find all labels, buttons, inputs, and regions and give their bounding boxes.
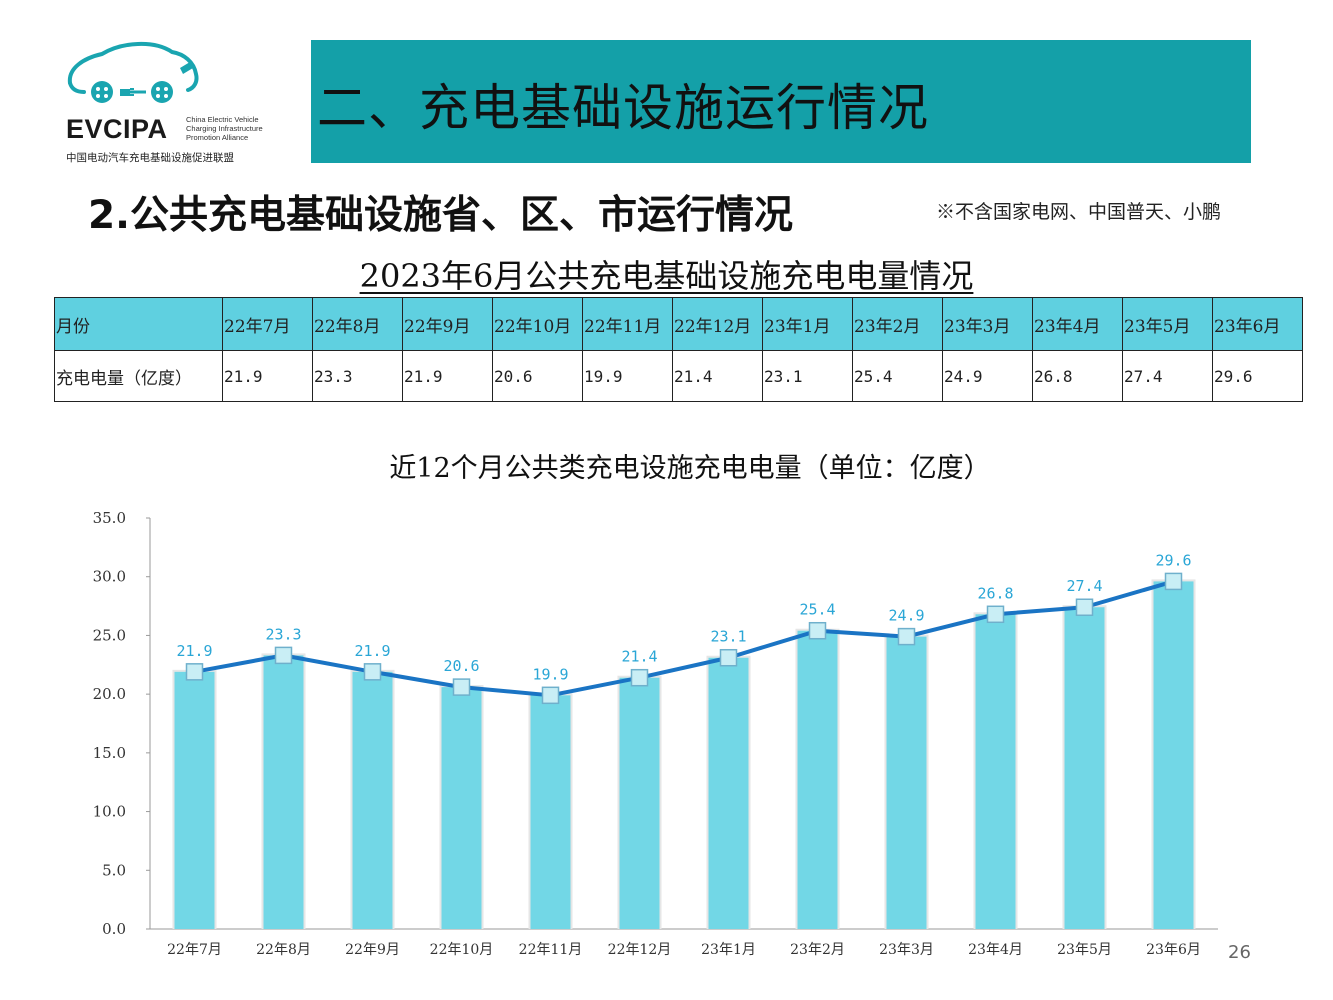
line-marker: [452, 678, 471, 696]
line-marker: [986, 605, 1005, 624]
x-tick-label: 22年8月: [256, 942, 311, 958]
logo-english: China Electric Vehicle Charging Infrastr…: [186, 115, 263, 142]
line-marker: [541, 686, 560, 705]
evcipa-logo: EVCIPA China Electric Vehicle Charging I…: [62, 38, 272, 168]
x-tick-label: 22年9月: [345, 942, 400, 958]
bar: [352, 671, 393, 929]
x-tick-label: 22年12月: [608, 942, 672, 958]
line-marker: [897, 627, 916, 646]
table-header-cell: 22年9月: [402, 297, 493, 351]
data-label: 23.1: [710, 628, 746, 646]
table-header-cell: 23年2月: [852, 297, 943, 351]
table-title: 2023年6月公共充电基础设施充电电量情况: [359, 257, 974, 295]
bar: [797, 630, 838, 929]
table-header-cell: 23年6月: [1212, 297, 1303, 351]
x-tick-label: 23年4月: [968, 942, 1023, 958]
table-header-cell: 22年7月: [222, 297, 313, 351]
bar: [530, 695, 571, 929]
table-header-cell: 23年4月: [1032, 297, 1123, 351]
chart-title: 近12个月公共类充电设施充电电量（单位：亿度）: [389, 453, 991, 484]
table-row: 充电电量（亿度） 21.9 23.3 21.9 20.6 19.9 21.4 2…: [54, 350, 1303, 402]
y-tick-label: 20.0: [93, 685, 126, 703]
data-label: 19.9: [532, 665, 568, 683]
table-cell: 27.4: [1122, 350, 1213, 402]
bar: [886, 636, 927, 929]
y-tick-label: 0.0: [102, 920, 126, 938]
table-header-cell: 23年1月: [762, 297, 853, 351]
y-tick-label: 15.0: [93, 744, 126, 762]
logo-chinese: 中国电动汽车充电基础设施促进联盟: [66, 152, 234, 164]
y-tick-label: 25.0: [93, 626, 126, 644]
bar: [441, 687, 482, 929]
table-cell: 23.3: [312, 350, 403, 402]
data-table: 月份 22年7月 22年8月 22年9月 22年10月 22年11月 22年12…: [54, 297, 1303, 402]
data-label: 27.4: [1066, 577, 1102, 595]
table-cell: 25.4: [852, 350, 943, 402]
bar: [263, 655, 304, 929]
table-header-cell: 22年12月: [672, 297, 763, 351]
exclusion-note: ※不含国家电网、中国普天、小鹏: [936, 201, 1222, 223]
data-label: 21.4: [621, 648, 657, 666]
y-tick-label: 5.0: [102, 861, 126, 879]
table-header-cell: 22年11月: [582, 297, 673, 351]
page-number: 26: [1228, 942, 1251, 963]
y-tick-label: 35.0: [93, 509, 126, 527]
table-cell: 19.9: [582, 350, 673, 402]
table-header-cell: 月份: [54, 297, 223, 351]
table-cell: 21.4: [672, 350, 763, 402]
data-label: 21.9: [354, 642, 390, 660]
table-header-cell: 23年3月: [942, 297, 1033, 351]
data-label: 24.9: [888, 607, 924, 625]
bar: [1153, 581, 1194, 929]
line-marker: [1075, 598, 1094, 616]
table-header-cell: 22年8月: [312, 297, 403, 351]
page-subtitle: 2.公共充电基础设施省、区、市运行情况: [88, 193, 793, 238]
table-cell: 充电电量（亿度）: [54, 350, 223, 402]
line-marker: [274, 646, 293, 665]
table-header-cell: 23年5月: [1122, 297, 1213, 351]
line-marker: [1164, 572, 1183, 591]
y-tick-label: 10.0: [93, 803, 126, 821]
car-plug-icon: [67, 41, 199, 103]
data-label: 25.4: [799, 601, 835, 619]
data-label: 23.3: [265, 625, 301, 643]
table-cell: 24.9: [942, 350, 1033, 402]
line-marker: [630, 668, 649, 687]
line-marker: [719, 648, 738, 667]
x-tick-label: 23年6月: [1146, 942, 1201, 958]
x-tick-label: 23年1月: [701, 942, 756, 958]
data-label: 29.6: [1155, 551, 1191, 569]
table-header-row: 月份 22年7月 22年8月 22年9月 22年10月 22年11月 22年12…: [54, 297, 1303, 351]
data-label: 21.9: [176, 642, 212, 660]
table-cell: 21.9: [402, 350, 493, 402]
table-cell: 20.6: [492, 350, 583, 402]
x-tick-label: 23年5月: [1057, 942, 1112, 958]
bar: [1064, 607, 1105, 929]
table-cell: 26.8: [1032, 350, 1123, 402]
x-tick-label: 22年7月: [167, 942, 222, 958]
table-header-cell: 22年10月: [492, 297, 583, 351]
bar: [975, 614, 1016, 929]
section-banner: 二、充电基础设施运行情况: [311, 40, 1251, 163]
logo-wordmark: EVCIPA: [66, 114, 168, 144]
x-tick-label: 22年11月: [519, 942, 583, 958]
bar: [174, 671, 215, 929]
table-cell: 23.1: [762, 350, 853, 402]
line-marker: [185, 663, 204, 681]
x-tick-label: 23年2月: [790, 942, 845, 958]
x-tick-label: 22年10月: [430, 942, 494, 958]
bar: [708, 657, 749, 929]
section-title: 二、充电基础设施运行情况: [317, 79, 929, 137]
data-label: 20.6: [443, 657, 479, 675]
table-cell: 29.6: [1212, 350, 1303, 402]
trend-line: [194, 579, 1175, 698]
line-marker: [808, 621, 827, 640]
data-label: 26.8: [977, 584, 1013, 602]
table-cell: 21.9: [222, 350, 313, 402]
line-marker: [363, 663, 382, 681]
bar: [619, 677, 660, 929]
y-tick-label: 30.0: [93, 568, 126, 586]
x-tick-label: 23年3月: [879, 942, 934, 958]
